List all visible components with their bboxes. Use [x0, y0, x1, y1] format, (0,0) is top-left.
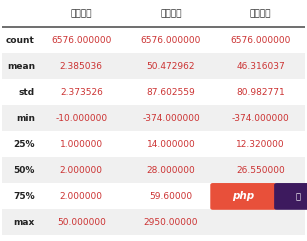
- Bar: [2, 131, 305, 157]
- Text: 59.60000: 59.60000: [150, 192, 192, 201]
- Text: ⎘: ⎘: [296, 192, 301, 201]
- Text: 28.000000: 28.000000: [147, 166, 195, 175]
- Text: -374.000000: -374.000000: [232, 114, 290, 123]
- Text: 实收金额: 实收金额: [250, 10, 271, 19]
- Bar: [2, 1, 305, 27]
- Text: 6576.000000: 6576.000000: [231, 36, 291, 45]
- Text: 2.000000: 2.000000: [60, 192, 103, 201]
- Bar: [2, 79, 305, 105]
- Text: 50%: 50%: [14, 166, 35, 175]
- Text: 14.000000: 14.000000: [147, 140, 195, 149]
- FancyBboxPatch shape: [274, 183, 307, 210]
- Text: 26.550000: 26.550000: [236, 166, 285, 175]
- Text: 75%: 75%: [13, 192, 35, 201]
- Text: max: max: [14, 218, 35, 227]
- Text: 50.472962: 50.472962: [147, 62, 195, 71]
- FancyBboxPatch shape: [210, 183, 277, 210]
- Text: 6576.000000: 6576.000000: [141, 36, 201, 45]
- Bar: [2, 27, 305, 53]
- Text: mean: mean: [7, 62, 35, 71]
- Text: 2.385036: 2.385036: [60, 62, 103, 71]
- Bar: [2, 183, 305, 209]
- Text: count: count: [6, 36, 35, 45]
- Text: min: min: [16, 114, 35, 123]
- Text: php: php: [232, 191, 255, 201]
- Text: 50.000000: 50.000000: [57, 218, 106, 227]
- Text: 80.982771: 80.982771: [236, 88, 285, 97]
- Text: std: std: [19, 88, 35, 97]
- Text: 1.000000: 1.000000: [60, 140, 103, 149]
- Text: 12.320000: 12.320000: [236, 140, 285, 149]
- Text: 应收金额: 应收金额: [160, 10, 182, 19]
- Bar: [2, 105, 305, 131]
- Text: 2950.00000: 2950.00000: [144, 218, 198, 227]
- Text: 2.000000: 2.000000: [60, 166, 103, 175]
- Bar: [2, 157, 305, 183]
- Text: 46.316037: 46.316037: [236, 62, 285, 71]
- Text: 87.602559: 87.602559: [147, 88, 195, 97]
- Text: 销售数量: 销售数量: [71, 10, 92, 19]
- Text: 6576.000000: 6576.000000: [51, 36, 111, 45]
- Text: 25%: 25%: [14, 140, 35, 149]
- Bar: [2, 209, 305, 235]
- Text: 2.373526: 2.373526: [60, 88, 103, 97]
- Bar: [2, 53, 305, 79]
- Text: -374.000000: -374.000000: [142, 114, 200, 123]
- Text: -10.000000: -10.000000: [55, 114, 107, 123]
